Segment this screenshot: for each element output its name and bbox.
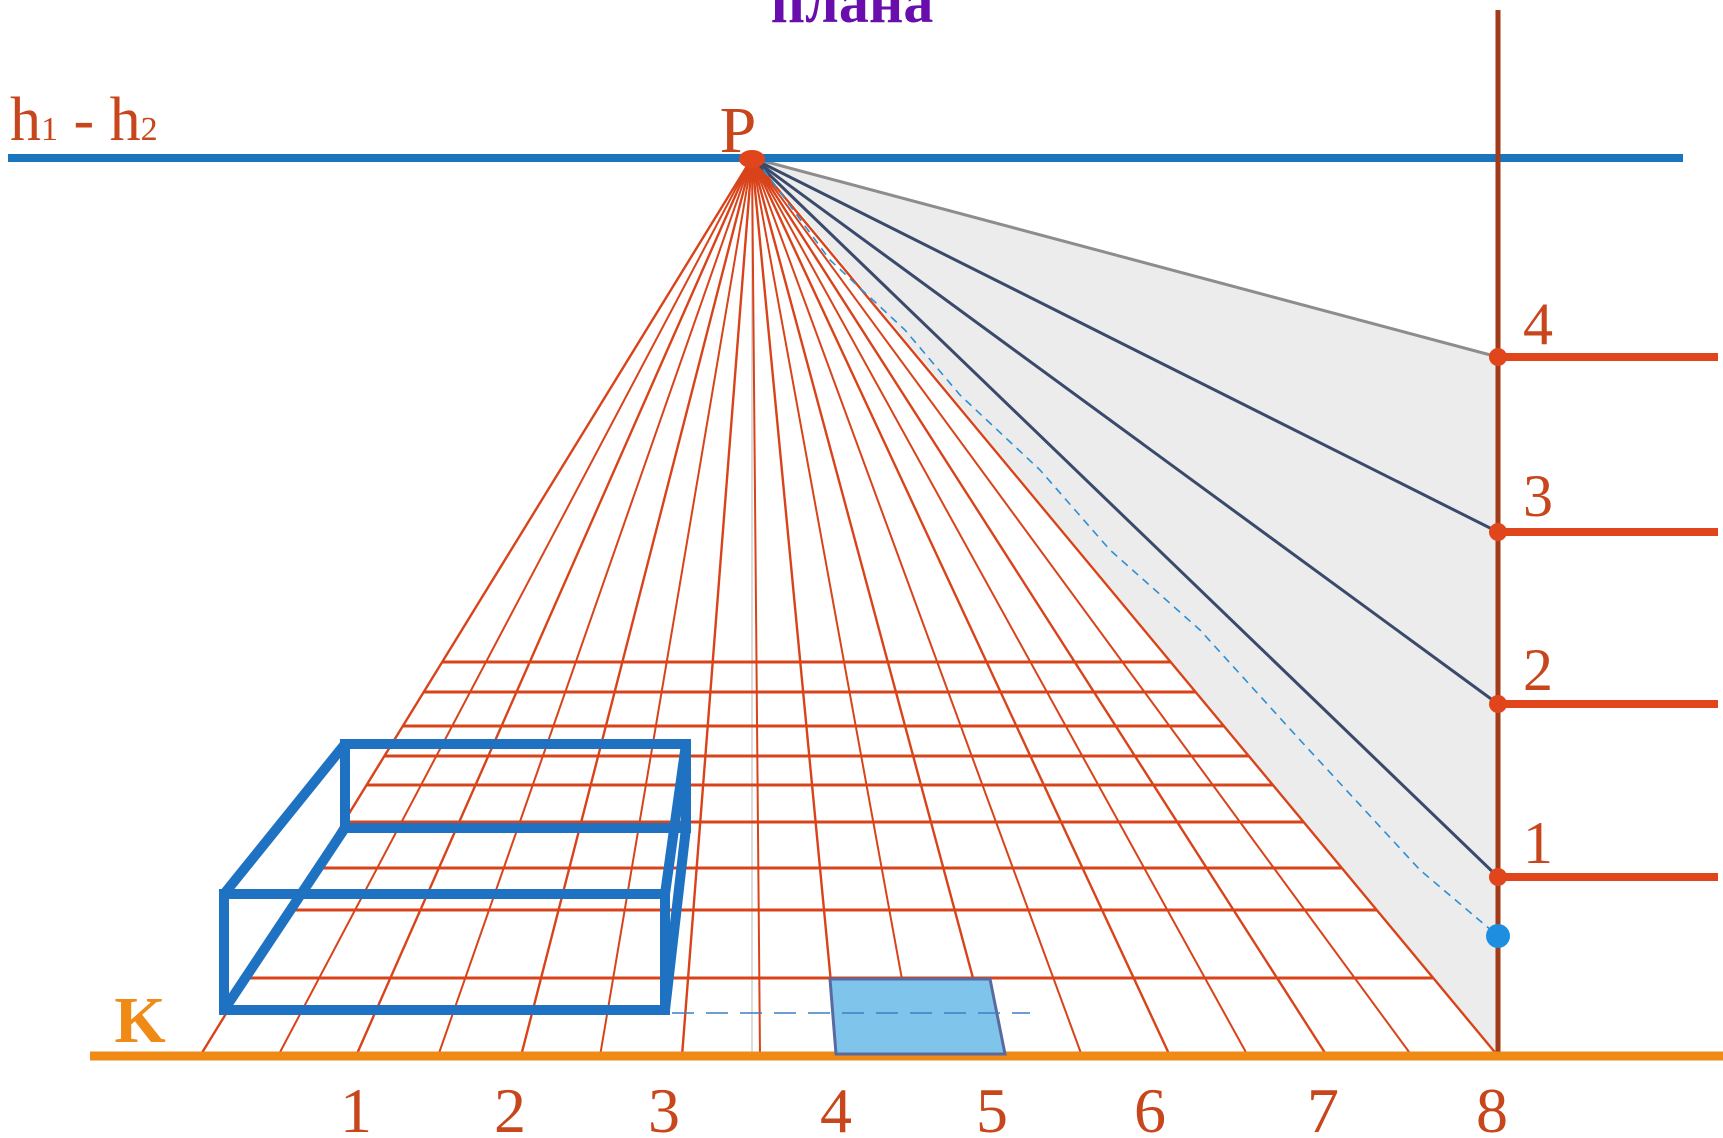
title-fragment: плана [771, 0, 934, 35]
converging-orthogonals [198, 157, 1499, 1057]
height-mark-dot [1489, 695, 1507, 713]
height-mark-dot [1489, 868, 1507, 886]
orthogonal-line [519, 157, 754, 1057]
height-ray [750, 156, 1500, 879]
vanishing-point-label: P [720, 94, 757, 167]
ground-line-label: K [114, 984, 165, 1057]
height-marks [1489, 348, 1718, 886]
height-scale-number: 4 [1523, 291, 1553, 357]
horizon-label-dash: - [58, 86, 110, 154]
orthogonal-line [750, 157, 1329, 1057]
grid-transversals [247, 660, 1434, 980]
height-ray [751, 156, 1499, 359]
ground-number: 8 [1476, 1075, 1508, 1138]
orthogonal-line [751, 157, 1249, 1057]
orthogonal-line [750, 157, 1172, 1057]
height-scale-number: 3 [1523, 463, 1553, 529]
dashed-guide-line [754, 157, 1499, 937]
height-ray [751, 156, 1499, 706]
filled-square-on-plane [828, 977, 1007, 1056]
height-scale-number: 1 [1523, 810, 1553, 876]
orthogonal-line [680, 157, 754, 1057]
orthogonal-line [751, 157, 1413, 1057]
orthogonal-line [599, 157, 753, 1057]
height-mark-dot [1489, 348, 1507, 366]
horizon-label: h1 - h2 [10, 86, 158, 154]
vanishing-point-dot [739, 150, 765, 168]
orthogonal-line [751, 157, 761, 1057]
horizon-label-sub1: 1 [41, 111, 58, 148]
ground-number: 7 [1307, 1075, 1339, 1138]
orthogonal-line [750, 157, 996, 1057]
orthogonal-line [354, 157, 754, 1057]
horizon-label-h2: h [110, 86, 141, 154]
ground-number: 6 [1134, 1075, 1166, 1138]
height-scale-number: 2 [1523, 637, 1553, 703]
height-rays [750, 156, 1500, 879]
orthogonal-line [751, 157, 1499, 1057]
height-scale-numbers: 1 2 3 4 [1523, 291, 1553, 876]
ground-number: 5 [976, 1075, 1008, 1138]
blue-box-outline [219, 739, 691, 1015]
orthogonal-line [437, 157, 753, 1057]
horizon-label-sub2: 2 [141, 111, 158, 148]
ground-number: 3 [648, 1075, 680, 1138]
ground-number: 1 [340, 1075, 372, 1138]
orthogonal-line [751, 157, 1083, 1057]
ground-number: 2 [494, 1075, 526, 1138]
horizon-label-h1: h [10, 86, 41, 154]
orthogonal-line [751, 157, 917, 1057]
height-mark-dot [1489, 523, 1507, 541]
orthogonal-line [277, 157, 753, 1057]
ground-numbers: 1 2 3 4 5 6 7 8 [340, 1075, 1508, 1138]
orthogonal-line [750, 157, 840, 1057]
height-ray [751, 156, 1499, 534]
ground-number: 4 [820, 1075, 852, 1138]
blue-point-marker [1486, 924, 1510, 948]
